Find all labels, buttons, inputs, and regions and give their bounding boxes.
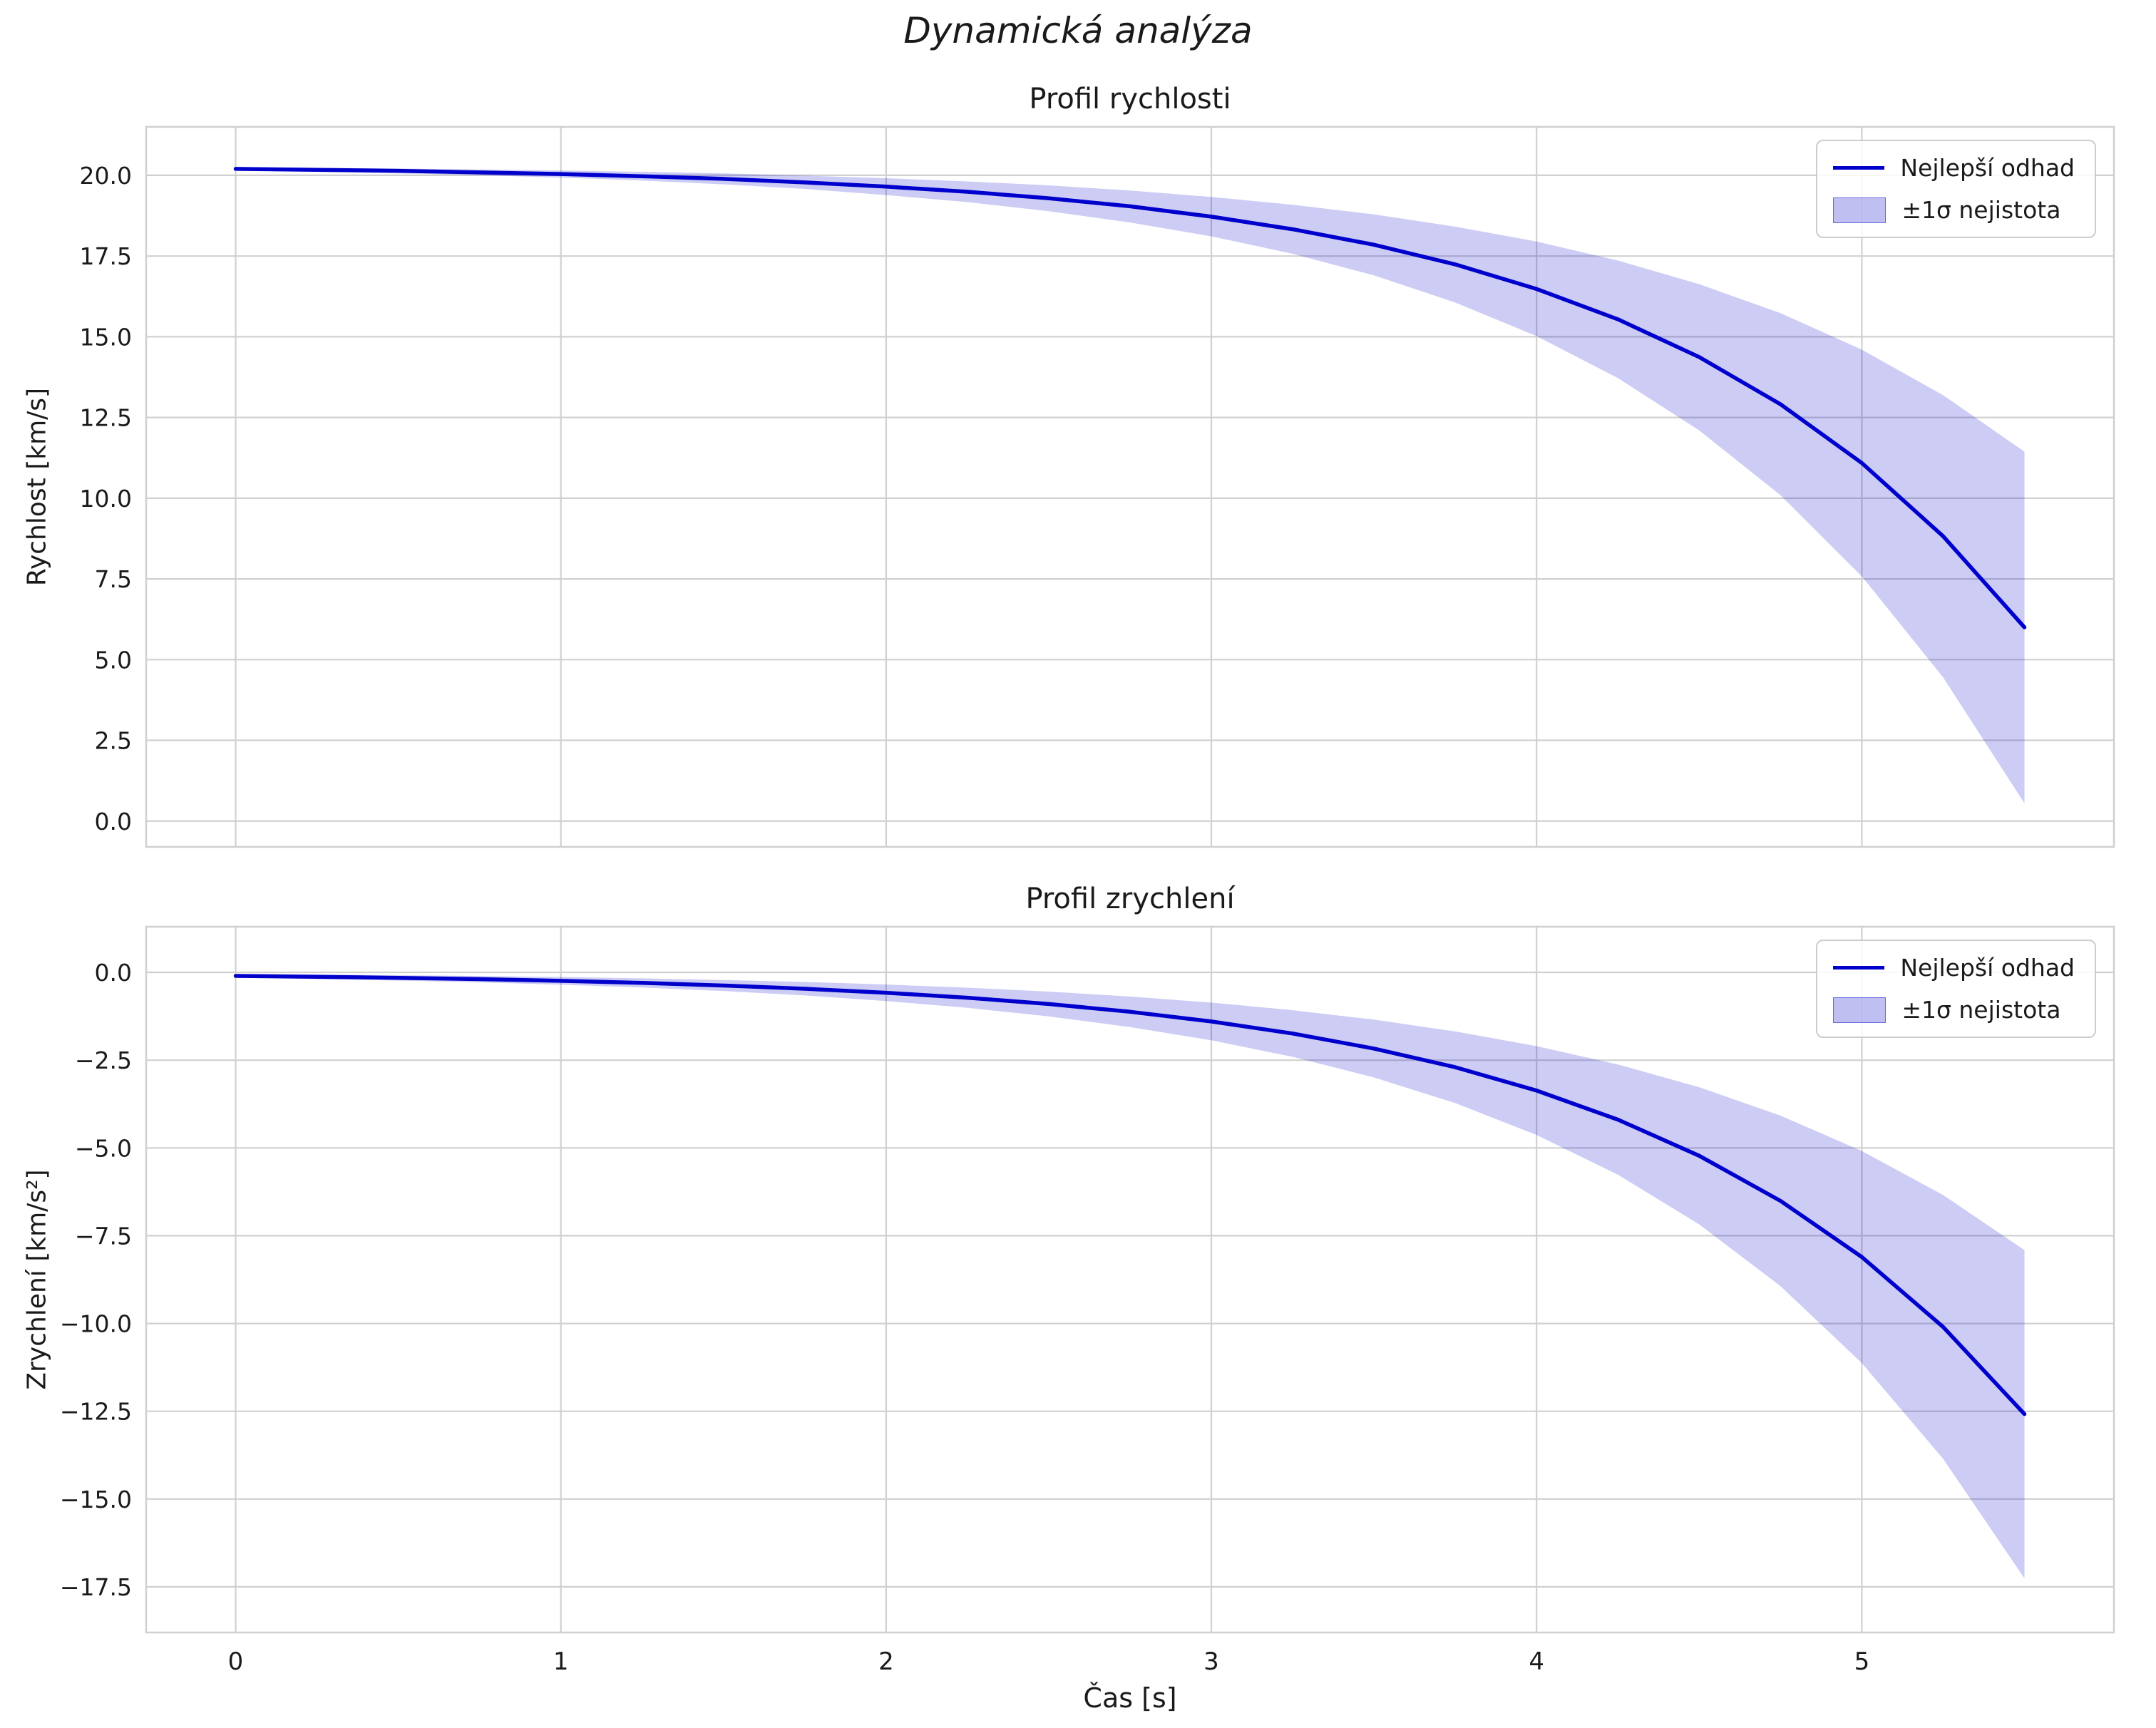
legend-label-best-estimate: Nejlepší odhad — [1900, 954, 2075, 982]
legend-row: Nejlepší odhad — [1833, 154, 2075, 182]
svg-text:−5.0: −5.0 — [75, 1134, 132, 1162]
svg-text:0.0: 0.0 — [95, 959, 132, 987]
svg-text:0.0: 0.0 — [95, 808, 132, 835]
acceleration-chart-area: 0.0 −2.5 −5.0 −7.5 −10.0 −12.5 −15.0 −17.5 0 1 2 3 4… — [60, 925, 2115, 1676]
svg-text:7.5: 7.5 — [95, 565, 132, 593]
legend-row: Nejlepší odhad — [1833, 954, 2075, 982]
acceleration-legend: Nejlepší odhad ±1σ nejistota — [1816, 940, 2096, 1038]
svg-text:1: 1 — [553, 1647, 569, 1676]
svg-text:10.0: 10.0 — [80, 485, 132, 513]
velocity-legend: Nejlepší odhad ±1σ nejistota — [1816, 140, 2096, 238]
band-swatch-icon — [1833, 197, 1886, 223]
svg-text:−2.5: −2.5 — [75, 1046, 132, 1074]
svg-text:2.5: 2.5 — [95, 727, 132, 755]
svg-text:12.5: 12.5 — [80, 404, 132, 432]
svg-text:2: 2 — [878, 1647, 894, 1676]
svg-text:4: 4 — [1529, 1647, 1544, 1676]
svg-text:5: 5 — [1854, 1647, 1870, 1676]
x-axis-label: Čas [s] — [1083, 1682, 1177, 1714]
svg-text:5.0: 5.0 — [95, 646, 132, 674]
legend-label-uncertainty: ±1σ nejistota — [1901, 196, 2061, 224]
svg-text:3: 3 — [1203, 1647, 1219, 1676]
svg-text:15.0: 15.0 — [80, 323, 132, 351]
svg-text:−17.5: −17.5 — [60, 1573, 132, 1601]
line-swatch-icon — [1833, 966, 1885, 970]
svg-text:17.5: 17.5 — [80, 242, 132, 270]
velocity-plot-title: Profil rychlosti — [1029, 83, 1231, 115]
svg-text:−12.5: −12.5 — [60, 1398, 132, 1426]
svg-text:20.0: 20.0 — [80, 162, 132, 190]
acceleration-y-axis-label: Zrychlení [km/s²] — [22, 1169, 52, 1390]
legend-label-best-estimate: Nejlepší odhad — [1900, 154, 2075, 182]
band-swatch-icon — [1833, 997, 1886, 1023]
legend-row: ±1σ nejistota — [1833, 196, 2075, 224]
svg-text:−10.0: −10.0 — [60, 1310, 132, 1338]
velocity-y-axis-label: Rychlost [km/s] — [22, 387, 52, 587]
legend-label-uncertainty: ±1σ nejistota — [1901, 996, 2061, 1024]
acceleration-plot-title: Profil zrychlení — [1025, 883, 1235, 915]
svg-text:−7.5: −7.5 — [75, 1222, 132, 1250]
velocity-chart-area: 0.0 2.5 5.0 7.5 10.0 12.5 15.0 17.5 20.0 — [80, 125, 2115, 848]
svg-text:0: 0 — [228, 1647, 244, 1676]
figure-title: Dynamická analýza — [903, 10, 1253, 51]
svg-text:−15.0: −15.0 — [60, 1486, 132, 1513]
legend-row: ±1σ nejistota — [1833, 996, 2075, 1024]
line-swatch-icon — [1833, 166, 1885, 170]
